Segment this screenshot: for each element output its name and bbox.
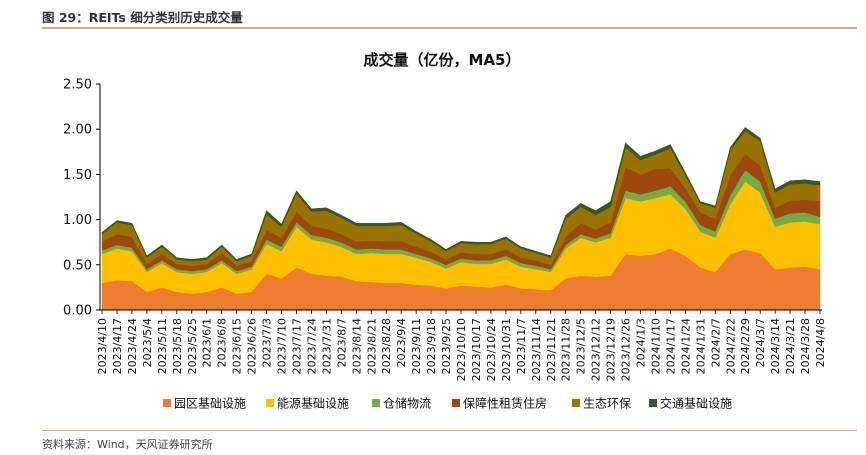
x-tick-label: 2023/7/24 bbox=[305, 318, 318, 374]
legend-label-2: 仓储物流 bbox=[383, 396, 431, 411]
x-tick-label: 2024/1/17 bbox=[664, 318, 677, 374]
area-series-group bbox=[101, 127, 821, 311]
y-tick-label: 0.00 bbox=[63, 304, 92, 319]
x-tick-label: 2023/4/10 bbox=[96, 318, 109, 374]
y-tick-label: 0.50 bbox=[63, 258, 92, 273]
x-tick-label: 2024/2/22 bbox=[724, 318, 737, 374]
x-tick-label: 2023/12/26 bbox=[620, 318, 633, 381]
x-tick-label: 2023/12/19 bbox=[605, 318, 618, 381]
x-tick-label: 2023/8/14 bbox=[350, 318, 363, 374]
chart-title: 成交量（亿份，MA5） bbox=[364, 51, 521, 69]
y-tick-label: 2.50 bbox=[63, 78, 92, 93]
x-tick-label: 2023/10/17 bbox=[470, 318, 483, 381]
x-tick-label: 2023/5/4 bbox=[141, 318, 154, 367]
x-tick-label: 2024/3/7 bbox=[754, 318, 767, 367]
x-tick-label: 2024/3/28 bbox=[799, 318, 812, 374]
legend-label-1: 能源基础设施 bbox=[277, 397, 349, 411]
x-tick-label: 2023/6/26 bbox=[246, 318, 259, 374]
x-tick-label: 2023/6/8 bbox=[216, 318, 229, 367]
legend-swatch-3 bbox=[452, 399, 460, 407]
x-tick-label: 2023/5/11 bbox=[156, 318, 169, 374]
x-tick-label: 2023/6/1 bbox=[201, 318, 214, 367]
top-divider bbox=[42, 27, 857, 29]
x-tick-label: 2024/3/21 bbox=[784, 318, 797, 374]
x-tick-label: 2023/4/17 bbox=[111, 318, 124, 374]
x-tick-label: 2023/6/15 bbox=[231, 318, 244, 374]
x-tick-label: 2024/2/7 bbox=[709, 318, 722, 367]
legend-swatch-1 bbox=[266, 399, 274, 407]
x-tick-label: 2024/1/10 bbox=[649, 318, 662, 374]
legend-label-3: 保障性租赁住房 bbox=[463, 396, 547, 411]
legend-swatch-5 bbox=[649, 399, 657, 407]
x-tick-label: 2023/7/10 bbox=[276, 318, 289, 374]
x-tick-label: 2023/8/28 bbox=[380, 318, 393, 374]
legend-label-4: 生态环保 bbox=[583, 397, 631, 411]
x-tick-label: 2024/1/31 bbox=[694, 318, 707, 374]
x-tick-label: 2023/7/17 bbox=[290, 318, 303, 374]
x-tick-label: 2024/3/14 bbox=[769, 318, 782, 374]
legend: 园区基础设施 能源基础设施 仓储物流 保障性租赁住房 生态环保 交通基础设施 bbox=[163, 396, 732, 411]
figure-title: 图 29：REITs 细分类别历史成交量 bbox=[42, 10, 243, 25]
legend-swatch-2 bbox=[372, 399, 380, 407]
x-tick-label: 2023/8/7 bbox=[335, 318, 348, 367]
x-tick-label: 2023/9/4 bbox=[395, 318, 408, 367]
x-tick-label: 2023/10/24 bbox=[485, 318, 498, 381]
x-tick-label: 2023/10/10 bbox=[455, 318, 468, 381]
x-tick-label: 2023/7/3 bbox=[261, 318, 274, 367]
x-tick-label: 2023/5/25 bbox=[186, 318, 199, 374]
x-tick-label: 2023/9/25 bbox=[440, 318, 453, 374]
x-tick-label: 2024/1/24 bbox=[679, 318, 692, 374]
legend-label-5: 交通基础设施 bbox=[660, 396, 732, 411]
x-tick-label: 2024/2/29 bbox=[739, 318, 752, 374]
x-tick-label: 2023/9/11 bbox=[410, 318, 423, 374]
legend-swatch-0 bbox=[163, 399, 171, 407]
x-tick-label: 2023/8/21 bbox=[365, 318, 378, 374]
x-tick-label: 2024/4/8 bbox=[814, 318, 827, 367]
bottom-divider bbox=[42, 430, 857, 431]
x-tick-label: 2023/5/18 bbox=[171, 318, 184, 374]
x-tick-label: 2023/12/12 bbox=[590, 318, 603, 381]
x-tick-label: 2023/12/5 bbox=[575, 318, 588, 374]
x-tick-label: 2023/4/24 bbox=[126, 318, 139, 374]
x-tick-label: 2023/11/14 bbox=[530, 318, 543, 381]
x-tick-label: 2023/11/28 bbox=[560, 318, 573, 381]
x-tick-label: 2023/11/21 bbox=[545, 318, 558, 381]
x-tick-label: 2023/9/18 bbox=[425, 318, 438, 374]
y-tick-label: 2.00 bbox=[63, 123, 92, 138]
y-tick-label: 1.00 bbox=[63, 213, 92, 228]
x-tick-label: 2023/7/31 bbox=[320, 318, 333, 374]
x-tick-label: 2023/10/31 bbox=[500, 318, 513, 381]
legend-swatch-4 bbox=[572, 399, 580, 407]
x-tick-label: 2023/11/7 bbox=[515, 318, 528, 374]
legend-label-0: 园区基础设施 bbox=[174, 397, 246, 411]
area-series-5 bbox=[101, 127, 821, 262]
y-tick-label: 1.50 bbox=[63, 168, 92, 183]
x-tick-label: 2024/1/3 bbox=[635, 318, 648, 367]
source-note: 资料来源：Wind，天风证券研究所 bbox=[42, 438, 213, 451]
